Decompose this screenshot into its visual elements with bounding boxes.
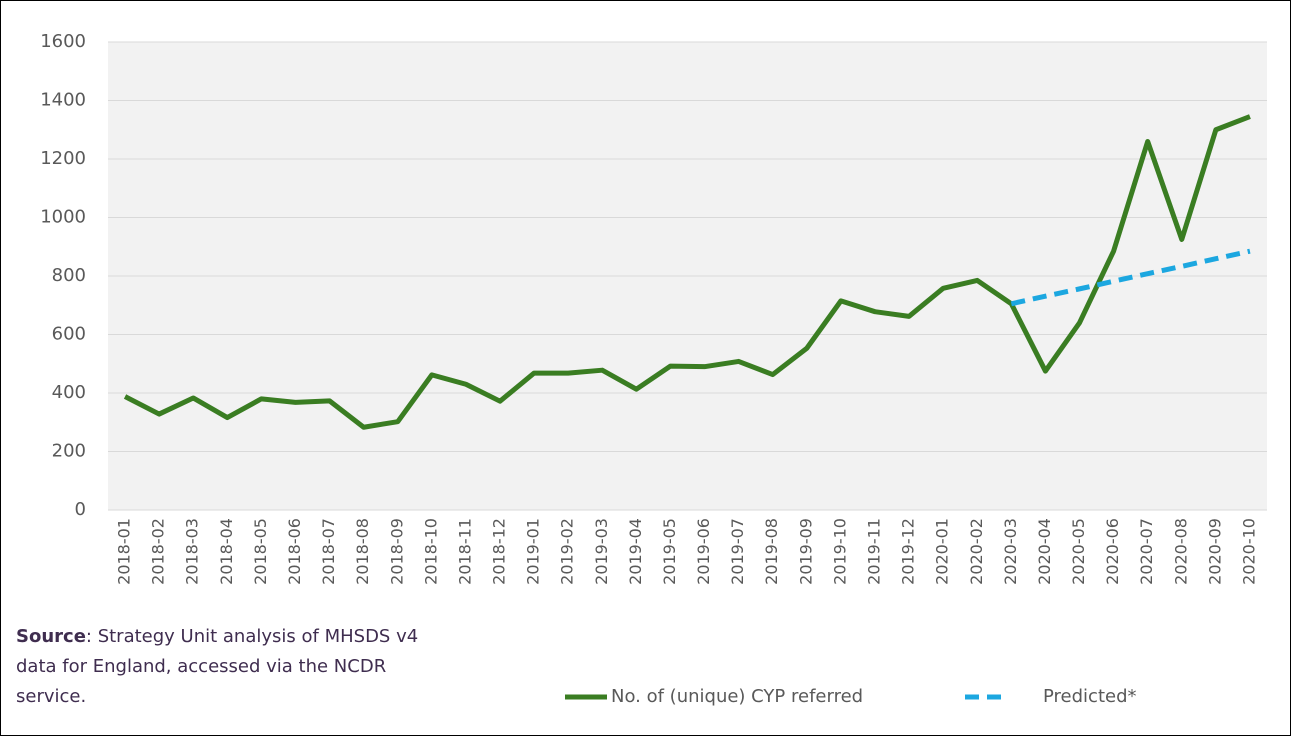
source-note: Source: Strategy Unit analysis of MHSDS … bbox=[16, 622, 456, 712]
x-tick-label: 2020-03 bbox=[1001, 518, 1020, 585]
source-label: Source bbox=[16, 626, 86, 647]
x-tick-label: 2019-02 bbox=[558, 518, 577, 585]
x-tick-label: 2020-07 bbox=[1137, 518, 1156, 585]
x-tick-label: 2018-06 bbox=[285, 518, 304, 585]
y-tick-label: 1200 bbox=[40, 148, 86, 169]
x-tick-label: 2019-04 bbox=[626, 518, 645, 585]
series-line bbox=[123, 114, 1251, 430]
x-tick-label: 2019-01 bbox=[524, 518, 543, 585]
y-tick-label: 400 bbox=[52, 382, 86, 403]
x-tick-label: 2019-11 bbox=[864, 518, 883, 585]
x-tick-label: 2018-09 bbox=[387, 518, 406, 585]
x-tick-label: 2020-01 bbox=[933, 518, 952, 585]
x-tick-label: 2019-09 bbox=[796, 518, 815, 585]
x-tick-label: 2020-06 bbox=[1103, 518, 1122, 585]
x-tick-label: 2018-11 bbox=[455, 518, 474, 585]
x-tick-label: 2018-10 bbox=[421, 518, 440, 585]
series-line bbox=[1010, 248, 1251, 307]
source-text: : Strategy Unit analysis of MHSDS v4 dat… bbox=[16, 626, 419, 707]
y-tick-label: 0 bbox=[75, 499, 86, 520]
x-tick-label: 2020-08 bbox=[1171, 518, 1190, 585]
x-tick-label: 2019-05 bbox=[660, 518, 679, 585]
y-tick-label: 1400 bbox=[40, 90, 86, 111]
x-tick-label: 2020-02 bbox=[967, 518, 986, 585]
y-tick-label: 1000 bbox=[40, 207, 86, 228]
x-tick-label: 2018-12 bbox=[490, 518, 509, 585]
legend-label: Predicted* bbox=[1043, 686, 1137, 707]
x-tick-label: 2020-10 bbox=[1239, 518, 1258, 585]
x-tick-label: 2020-05 bbox=[1069, 518, 1088, 585]
y-tick-label: 600 bbox=[52, 324, 86, 345]
x-tick-label: 2019-03 bbox=[592, 518, 611, 585]
x-tick-label: 2018-08 bbox=[353, 518, 372, 585]
y-tick-label: 1600 bbox=[40, 31, 86, 52]
x-tick-label: 2018-03 bbox=[183, 518, 202, 585]
x-tick-label: 2019-10 bbox=[830, 518, 849, 585]
x-tick-label: 2019-07 bbox=[728, 518, 747, 585]
x-tick-label: 2019-12 bbox=[899, 518, 918, 585]
x-tick-label: 2018-07 bbox=[319, 518, 338, 585]
x-tick-label: 2020-09 bbox=[1205, 518, 1224, 585]
x-tick-label: 2019-08 bbox=[762, 518, 781, 585]
x-tick-label: 2020-04 bbox=[1035, 518, 1054, 585]
x-tick-label: 2018-05 bbox=[251, 518, 270, 585]
y-tick-label: 800 bbox=[52, 265, 86, 286]
y-tick-label: 200 bbox=[52, 441, 86, 462]
x-tick-label: 2019-06 bbox=[694, 518, 713, 585]
legend-label: No. of (unique) CYP referred bbox=[611, 686, 863, 707]
x-tick-label: 2018-01 bbox=[115, 518, 134, 585]
x-tick-label: 2018-02 bbox=[149, 518, 168, 585]
x-tick-label: 2018-04 bbox=[217, 518, 236, 585]
